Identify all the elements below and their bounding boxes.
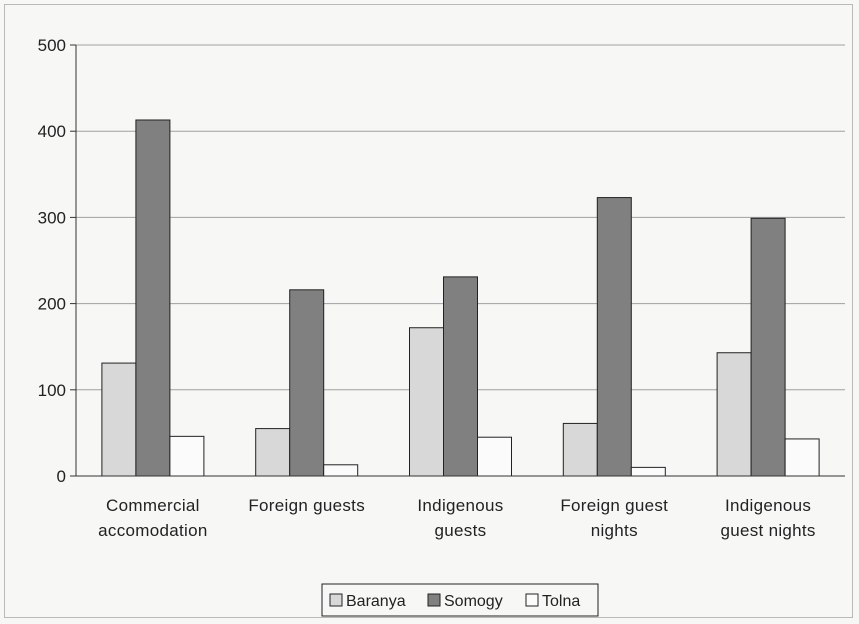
legend-box (321, 583, 599, 617)
legend-swatch-baranya (329, 593, 343, 607)
x-category-labels: Commercial accomodation Foreign guests Indi… (98, 496, 815, 540)
y-tick-labels: 0 100 200 300 400 500 (38, 36, 66, 486)
bar-baranya (716, 352, 752, 477)
bar-somogy (596, 197, 632, 477)
y-tick-label: 0 (57, 467, 66, 486)
bars (101, 119, 820, 477)
x-category-label: Indigenous guest nights (720, 496, 815, 540)
legend-label-tolna: Tolna (542, 593, 580, 610)
bar-tolna (169, 435, 205, 477)
y-tick-label: 500 (38, 36, 66, 55)
x-category-label: Foreign guest nights (560, 496, 668, 540)
bar-tolna (784, 438, 820, 477)
x-category-label: Foreign guests (248, 496, 365, 515)
axes (70, 44, 845, 477)
bar-somogy (289, 289, 325, 477)
bar-baranya (101, 362, 137, 477)
y-tick-label: 100 (38, 381, 66, 400)
bar-baranya (562, 422, 598, 477)
legend-swatch-tolna (525, 593, 539, 607)
bar-somogy (135, 119, 171, 477)
bar-baranya (255, 428, 291, 477)
bar-tolna (477, 436, 512, 477)
bar-somogy (750, 217, 786, 477)
legend-label-baranya: Baranya (346, 593, 406, 610)
y-tick-label: 200 (38, 295, 66, 314)
bar-tolna (630, 466, 666, 477)
y-tick-label: 300 (38, 208, 66, 227)
legend-swatch-somogy (427, 593, 441, 607)
legend: Baranya Somogy Tolna (321, 583, 599, 617)
bar-tolna (323, 464, 359, 477)
bar-somogy (443, 276, 478, 477)
legend-label-somogy: Somogy (444, 593, 503, 610)
x-category-label: Indigenous guests (417, 496, 503, 540)
y-tick-label: 400 (38, 122, 66, 141)
x-category-label: Commercial accomodation (98, 496, 207, 540)
bar-baranya (409, 327, 444, 477)
